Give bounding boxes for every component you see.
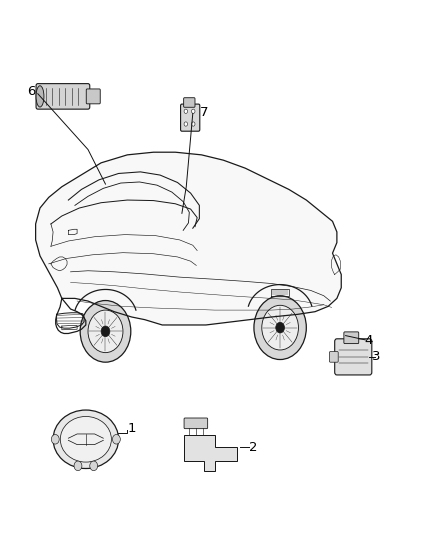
- Text: 2: 2: [249, 441, 257, 454]
- Ellipse shape: [36, 86, 44, 107]
- FancyBboxPatch shape: [36, 84, 90, 109]
- FancyBboxPatch shape: [180, 104, 200, 131]
- FancyBboxPatch shape: [329, 352, 338, 362]
- Ellipse shape: [53, 410, 119, 469]
- Text: 4: 4: [364, 334, 373, 348]
- FancyBboxPatch shape: [335, 339, 372, 375]
- Polygon shape: [184, 435, 237, 471]
- Circle shape: [184, 122, 187, 126]
- Circle shape: [276, 322, 285, 333]
- FancyBboxPatch shape: [184, 418, 208, 429]
- Circle shape: [254, 296, 306, 360]
- Circle shape: [80, 301, 131, 362]
- FancyBboxPatch shape: [184, 98, 195, 107]
- FancyBboxPatch shape: [86, 89, 100, 104]
- Circle shape: [184, 109, 187, 114]
- Text: 6: 6: [27, 85, 35, 98]
- Circle shape: [88, 310, 123, 353]
- Polygon shape: [35, 152, 341, 325]
- Circle shape: [101, 326, 110, 337]
- Text: 7: 7: [199, 106, 208, 119]
- Circle shape: [191, 122, 195, 126]
- Circle shape: [90, 461, 98, 471]
- Text: 3: 3: [372, 350, 381, 364]
- Circle shape: [51, 434, 59, 444]
- Circle shape: [74, 461, 82, 471]
- Ellipse shape: [60, 416, 111, 462]
- Circle shape: [191, 109, 195, 114]
- Text: 1: 1: [127, 422, 136, 435]
- Circle shape: [113, 434, 120, 444]
- Circle shape: [262, 305, 298, 350]
- FancyBboxPatch shape: [344, 332, 359, 344]
